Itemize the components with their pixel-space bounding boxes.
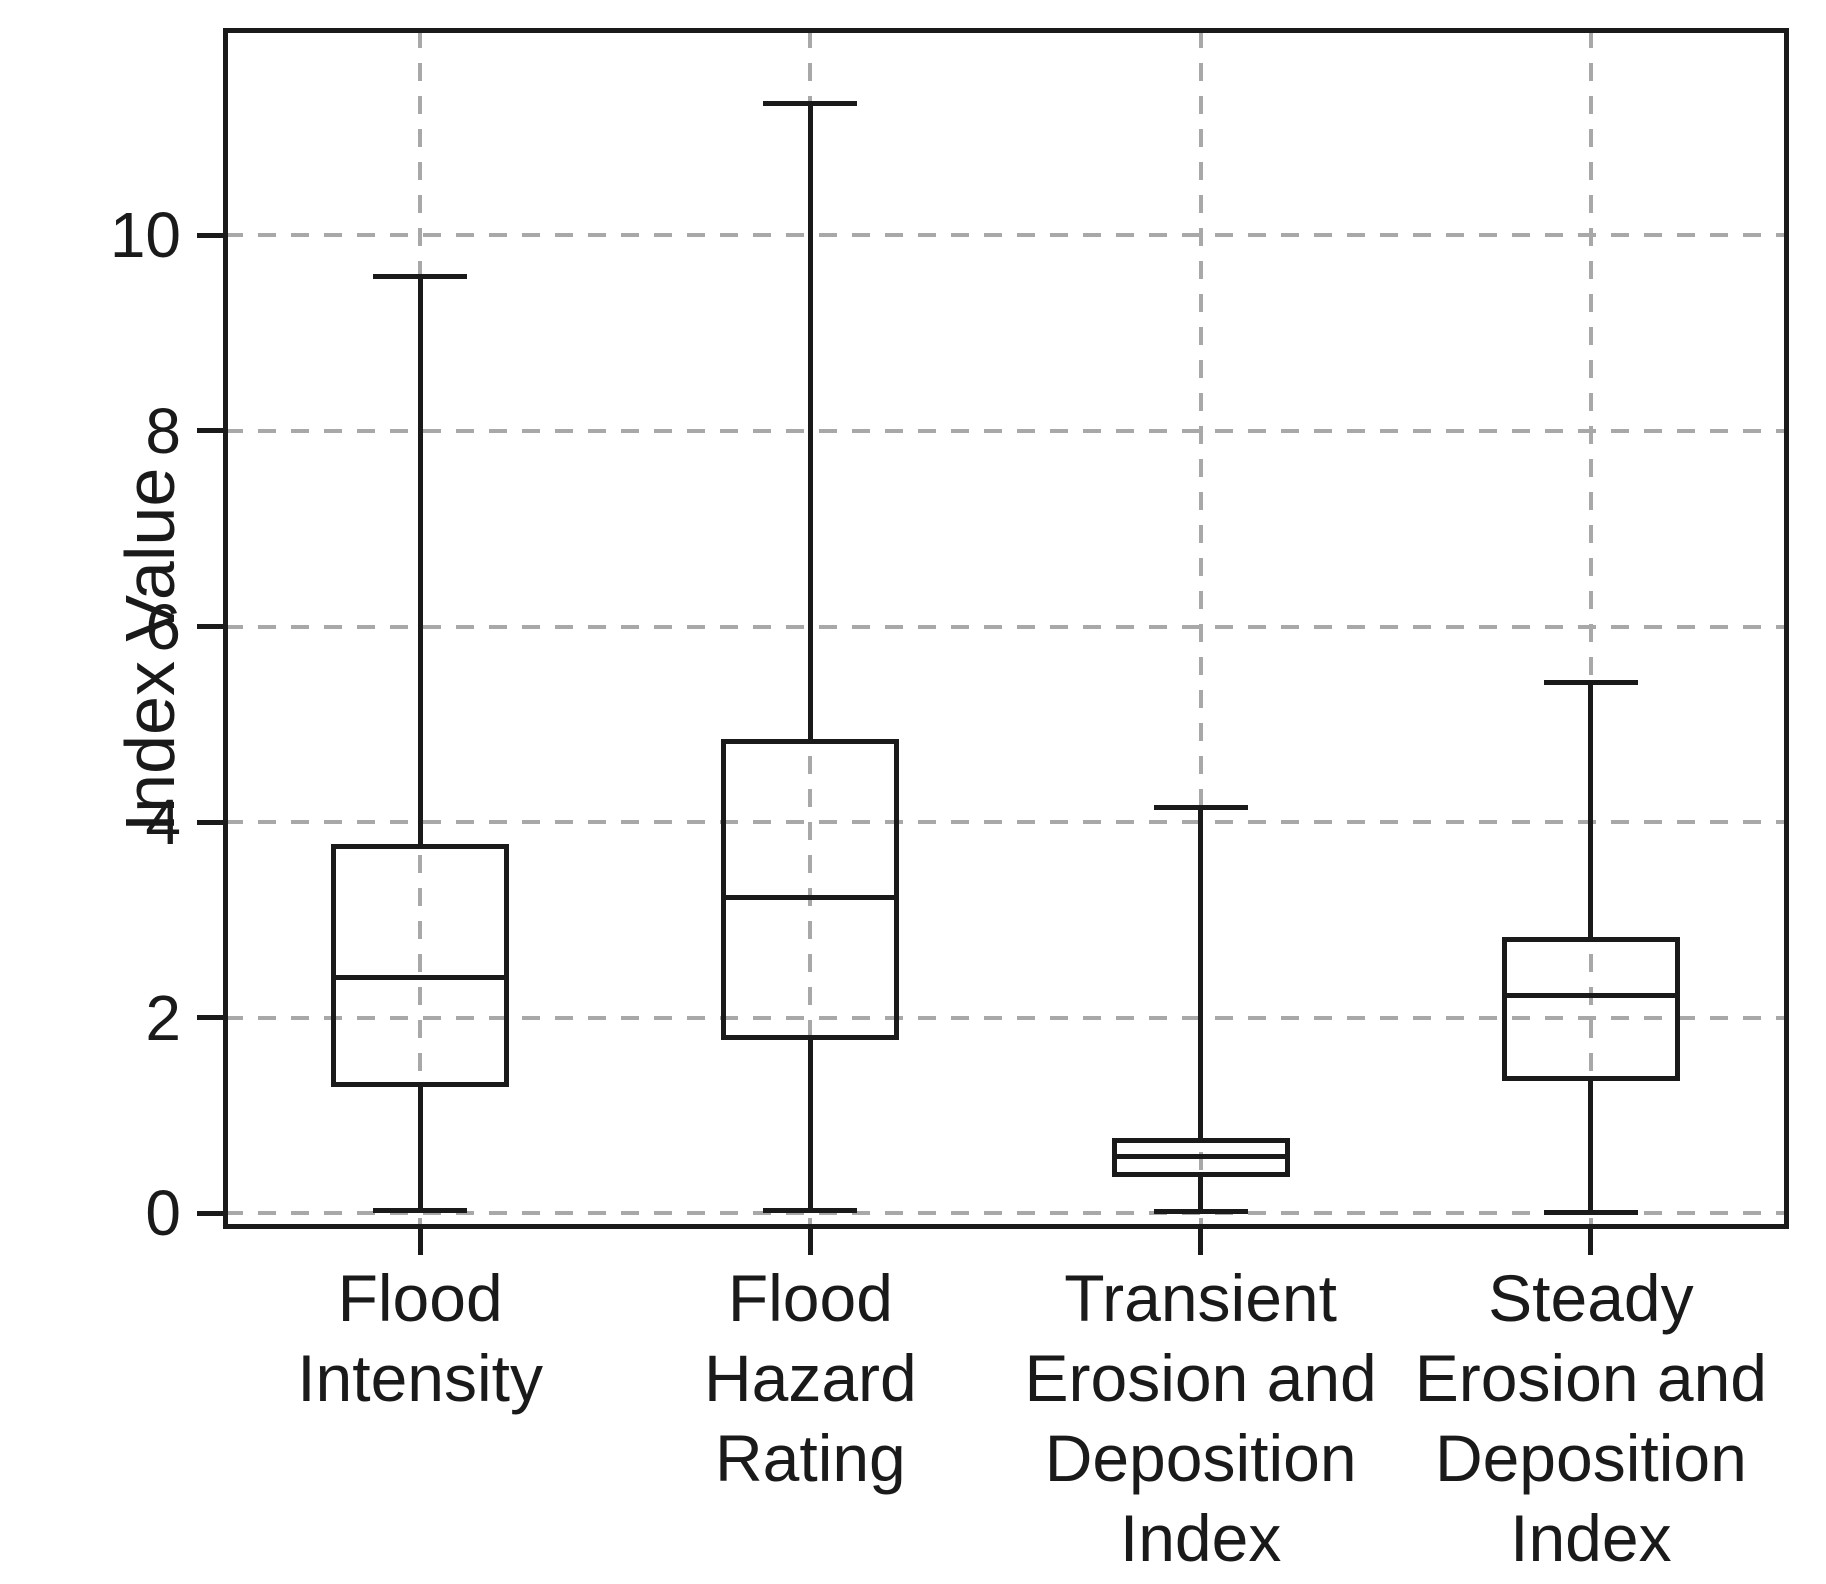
x-category-label-line: Index bbox=[1510, 1501, 1672, 1575]
h-gridline bbox=[225, 820, 1786, 825]
x-category-label-line: Index bbox=[1119, 1501, 1282, 1575]
x-category-label-line: Deposition bbox=[1434, 1421, 1747, 1495]
upper-whisker-line bbox=[807, 103, 813, 739]
y-tick-mark bbox=[196, 624, 223, 630]
upper-whisker-line bbox=[1198, 807, 1204, 1138]
y-tick-label: 8 bbox=[145, 394, 181, 467]
y-tick-mark bbox=[196, 819, 223, 825]
plot-border bbox=[222, 27, 1789, 1229]
y-axis-title: Index Value bbox=[111, 467, 189, 833]
h-gridline bbox=[225, 1211, 1786, 1216]
h-gridline bbox=[225, 1015, 1786, 1020]
median-line bbox=[721, 894, 900, 900]
v-gridline bbox=[1588, 30, 1593, 1226]
median-line bbox=[1111, 1154, 1290, 1160]
y-tick-label: 4 bbox=[145, 786, 181, 859]
y-tick-mark bbox=[196, 1210, 223, 1216]
x-category-label-line: Deposition bbox=[1044, 1421, 1357, 1495]
lower-whisker-line bbox=[417, 1087, 423, 1211]
y-tick-label: 2 bbox=[145, 981, 181, 1054]
upper-whisker-line bbox=[417, 276, 423, 844]
x-category-label-line: Flood bbox=[337, 1261, 503, 1335]
lower-whisker-cap bbox=[1543, 1209, 1638, 1215]
x-tick-mark bbox=[807, 1228, 813, 1255]
x-category-label-line: Erosion and bbox=[1024, 1341, 1377, 1415]
y-tick-label: 0 bbox=[145, 1177, 181, 1250]
x-category-label-line: Hazard bbox=[703, 1341, 917, 1415]
x-category-label-line: Intensity bbox=[297, 1341, 544, 1415]
x-category-label-line: Transient bbox=[1064, 1261, 1337, 1335]
x-category-label: Flood Hazard Rating bbox=[595, 1258, 1025, 1498]
y-tick-mark bbox=[196, 1015, 223, 1021]
x-category-label-line: Rating bbox=[714, 1421, 906, 1495]
x-category-label-line: Erosion and bbox=[1414, 1341, 1767, 1415]
upper-whisker-cap bbox=[763, 100, 858, 106]
lower-whisker-cap bbox=[1153, 1208, 1248, 1214]
lower-whisker-cap bbox=[763, 1207, 858, 1213]
y-tick-label: 10 bbox=[109, 199, 181, 272]
lower-whisker-line bbox=[807, 1040, 813, 1211]
y-tick-mark bbox=[196, 428, 223, 434]
iqr-box bbox=[331, 843, 510, 1088]
x-category-label: Transient Erosion and Deposition Index bbox=[986, 1258, 1416, 1578]
upper-whisker-line bbox=[1588, 682, 1594, 937]
h-gridline bbox=[225, 233, 1786, 238]
v-gridline bbox=[1198, 30, 1203, 1226]
x-category-label-line: Steady bbox=[1488, 1261, 1694, 1335]
lower-whisker-line bbox=[1198, 1177, 1204, 1212]
x-category-label-line: Flood bbox=[727, 1261, 893, 1335]
median-line bbox=[1501, 992, 1680, 998]
h-gridline bbox=[225, 428, 1786, 433]
upper-whisker-cap bbox=[373, 273, 468, 279]
x-tick-mark bbox=[1588, 1228, 1594, 1255]
x-tick-mark bbox=[417, 1228, 423, 1255]
x-category-label: Flood Intensity bbox=[205, 1258, 635, 1418]
iqr-box bbox=[721, 738, 900, 1041]
y-tick-label: 6 bbox=[145, 590, 181, 663]
x-tick-mark bbox=[1198, 1228, 1204, 1255]
upper-whisker-cap bbox=[1153, 804, 1248, 810]
median-line bbox=[331, 975, 510, 981]
y-tick-mark bbox=[196, 232, 223, 238]
h-gridline bbox=[225, 624, 1786, 629]
x-category-label: Steady Erosion and Deposition Index bbox=[1376, 1258, 1806, 1578]
upper-whisker-cap bbox=[1543, 679, 1638, 685]
lower-whisker-cap bbox=[373, 1207, 468, 1213]
lower-whisker-line bbox=[1588, 1081, 1594, 1213]
iqr-box bbox=[1501, 936, 1680, 1082]
